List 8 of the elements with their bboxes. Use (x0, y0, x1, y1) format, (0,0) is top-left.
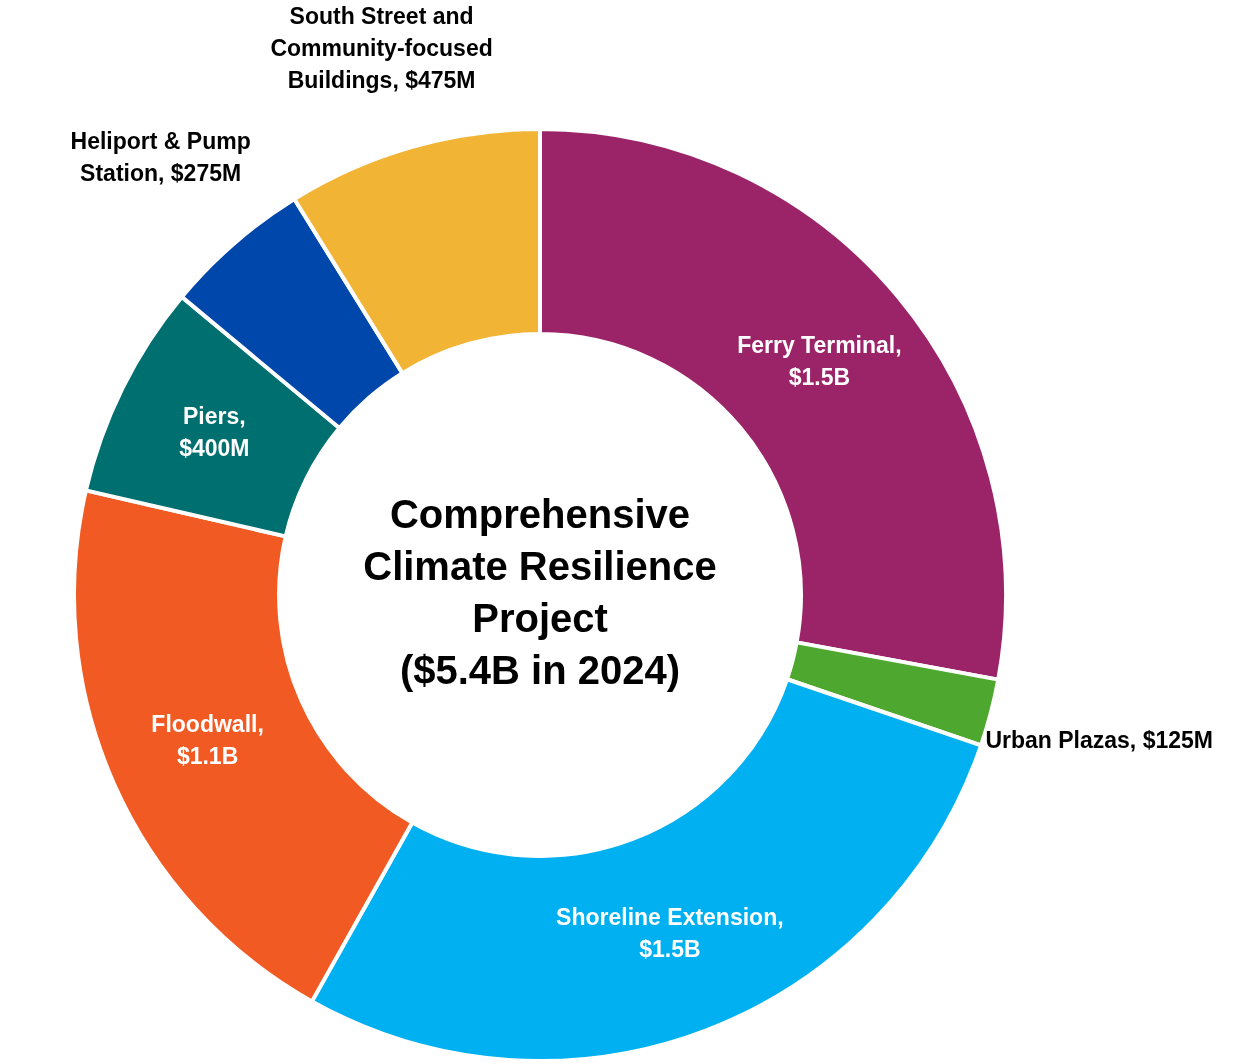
slice-label: Heliport & Pump Station, $275M (70, 128, 251, 187)
slice-label: Piers, $400M (179, 402, 250, 461)
slice-label: Urban Plazas, $125M (985, 726, 1213, 753)
slice-label: Shoreline Extension, $1.5B (556, 903, 784, 962)
slice-label: South Street and Community-focused Buildings, $475M (270, 3, 493, 94)
slice-label: Floodwall, $1.1B (151, 711, 264, 770)
slice-label: Ferry Terminal, $1.5B (737, 331, 902, 390)
text: Comprehensive Climate Resilience Project ($5.4B in 2024) (363, 492, 717, 693)
